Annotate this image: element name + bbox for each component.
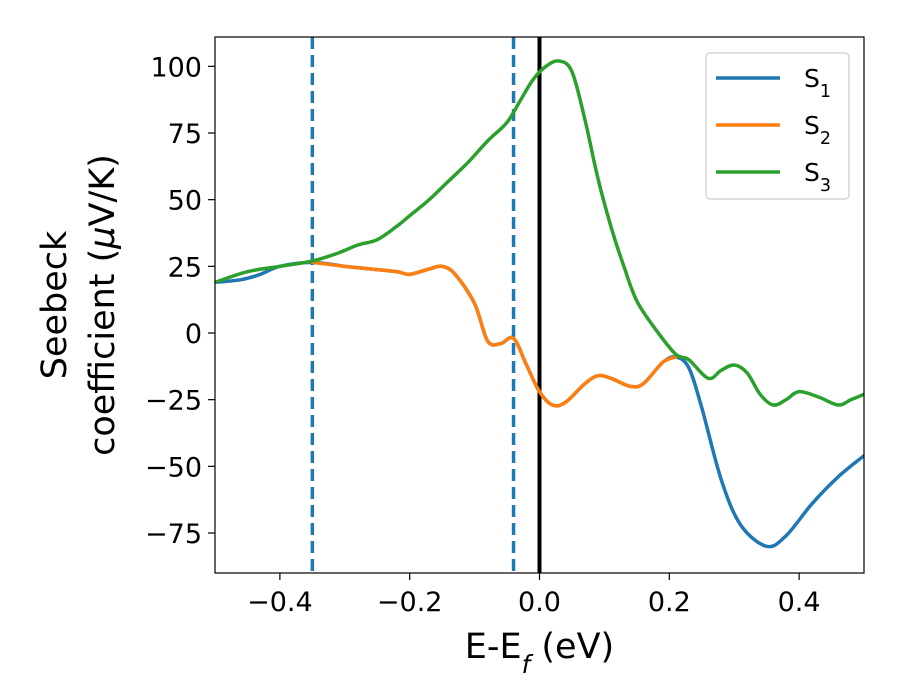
legend-label-s3: S3 bbox=[804, 158, 831, 196]
y-tick-label-part: 75 bbox=[168, 119, 202, 150]
series-line-s3 bbox=[215, 59, 864, 407]
y-tick-label-part: −75 bbox=[145, 519, 202, 550]
y-axis-label-line2: coefficient (μV/K) bbox=[83, 154, 123, 456]
x-tick-label: −0.2 bbox=[377, 587, 443, 618]
y-tick-label: 100 bbox=[150, 52, 202, 83]
legend-label-s1-part: S bbox=[804, 64, 820, 93]
y-tick-label: 75 bbox=[168, 119, 202, 150]
x-tick-label-part: 0.0 bbox=[518, 587, 561, 618]
x-axis-label-part: (eV) bbox=[530, 627, 614, 667]
x-axis-label-part: E-E bbox=[465, 627, 522, 667]
y-tick-label: 50 bbox=[168, 186, 202, 217]
y-axis-label-line2-part: μ bbox=[83, 226, 123, 249]
legend-label-s2: S2 bbox=[804, 111, 831, 149]
x-tick-label: −0.4 bbox=[247, 587, 313, 618]
y-tick-label-part: 0 bbox=[185, 319, 202, 350]
x-axis-label: E-Ef (eV) bbox=[465, 627, 614, 679]
legend-label-s3-part: 3 bbox=[820, 176, 831, 196]
legend-label-s3-part: S bbox=[804, 158, 820, 187]
y-axis-label-line1-part: Seebeck bbox=[35, 230, 75, 379]
plot-area bbox=[215, 37, 864, 573]
y-tick-label-part: −25 bbox=[145, 386, 202, 417]
y-tick-label: 25 bbox=[168, 252, 202, 283]
x-tick-label: 0.0 bbox=[518, 587, 561, 618]
x-tick-label-part: 0.4 bbox=[778, 587, 821, 618]
y-tick-label: −25 bbox=[145, 386, 202, 417]
y-tick-label-part: 50 bbox=[168, 186, 202, 217]
y-tick-label-part: 25 bbox=[168, 252, 202, 283]
y-axis-label-line2-part: V/K) bbox=[83, 154, 123, 226]
y-tick-label: −50 bbox=[145, 452, 202, 483]
x-tick-label-part: 0.2 bbox=[648, 587, 691, 618]
legend-label-s1: S1 bbox=[804, 64, 831, 102]
legend-label-s2-part: 2 bbox=[820, 129, 831, 149]
y-axis-label-line2-part: coefficient ( bbox=[83, 249, 123, 456]
legend-label-s2-part: S bbox=[804, 111, 820, 140]
y-tick-label-part: 100 bbox=[150, 52, 202, 83]
y-tick-label: −75 bbox=[145, 519, 202, 550]
x-tick-label: 0.2 bbox=[648, 587, 691, 618]
axis-labels: E-Ef (eV) Seebeck coefficient (μV/K) bbox=[35, 154, 614, 678]
axes: −0.4 −0.2 0.0 0.2 0.4 −75 −50 −25 0 25 50 75 100 bbox=[145, 36, 865, 618]
y-axis-label-line1: Seebeck bbox=[35, 230, 75, 379]
y-tick-label: 0 bbox=[185, 319, 202, 350]
series-line-s2 bbox=[310, 260, 678, 408]
legend-label-s1-part: 1 bbox=[820, 82, 831, 102]
x-tick-label-part: −0.4 bbox=[247, 587, 313, 618]
x-tick-label: 0.4 bbox=[778, 587, 821, 618]
x-tick-label-part: −0.2 bbox=[377, 587, 443, 618]
y-tick-label-part: −50 bbox=[145, 452, 202, 483]
